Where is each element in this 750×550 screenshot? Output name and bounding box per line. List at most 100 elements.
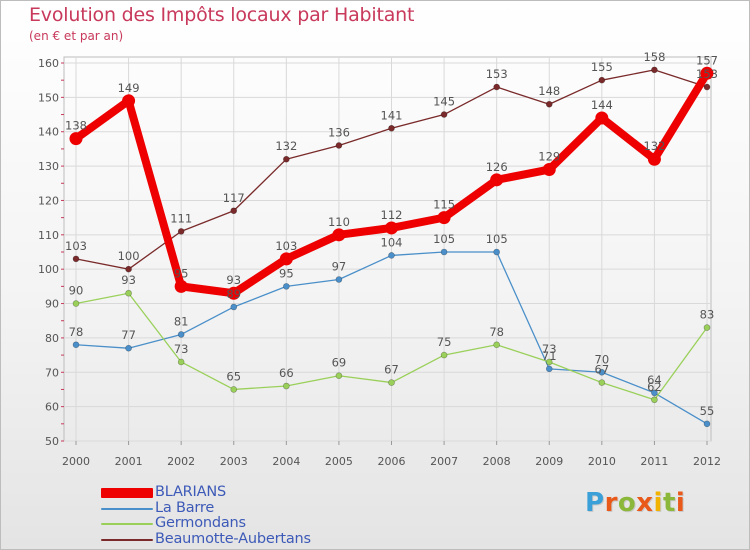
data-point	[703, 83, 711, 91]
data-point	[437, 211, 451, 225]
data-point	[177, 358, 185, 366]
data-label: 73	[174, 342, 189, 356]
data-point	[493, 83, 500, 91]
data-label: 149	[118, 81, 140, 95]
y-tick-label: 120	[38, 194, 59, 207]
data-label: 158	[643, 50, 665, 64]
data-point	[283, 283, 290, 290]
x-tick-label: 2007	[430, 455, 458, 468]
data-label: 117	[223, 191, 245, 205]
logo-letter: i	[675, 488, 686, 518]
x-tick-label: 2008	[483, 455, 511, 468]
y-tick-label: 150	[38, 91, 59, 104]
data-point	[647, 152, 661, 166]
logo-letter: t	[662, 488, 676, 518]
y-tick-label: 90	[45, 298, 59, 311]
data-point	[388, 379, 395, 386]
data-point	[440, 111, 448, 118]
data-label: 112	[381, 208, 403, 222]
data-label: 77	[121, 328, 136, 342]
y-tick-label: 140	[38, 126, 59, 139]
data-label: 62	[647, 380, 662, 394]
data-point	[69, 132, 83, 146]
data-label: 141	[381, 108, 403, 122]
data-point	[335, 276, 343, 283]
data-point	[651, 66, 658, 74]
data-point	[388, 252, 395, 259]
legend-swatch-blarians	[101, 488, 153, 498]
y-tick-label: 110	[38, 229, 59, 242]
data-label: 75	[437, 335, 452, 349]
data-point	[385, 221, 398, 235]
data-label: 103	[275, 239, 297, 253]
y-tick-label: 130	[38, 160, 59, 173]
data-point	[545, 365, 553, 373]
legend-label-beaumotte-aubertans: Beaumotte-Aubertans	[155, 530, 311, 547]
legend-swatch-germondans	[101, 523, 153, 525]
data-label: 64	[647, 373, 662, 387]
chart-subtitle: (en € et par an)	[29, 29, 124, 43]
data-point	[598, 76, 606, 84]
data-label: 129	[538, 150, 560, 164]
data-point	[440, 248, 448, 256]
data-label: 78	[489, 325, 504, 339]
legend-swatch-beaumotte-aubertans	[101, 538, 153, 541]
data-point	[279, 252, 293, 266]
data-point	[545, 100, 553, 108]
data-label: 95	[174, 266, 189, 280]
x-tick-label: 2003	[220, 455, 248, 468]
data-point	[595, 111, 609, 125]
data-point	[335, 372, 343, 380]
data-point	[125, 289, 132, 297]
y-tick-label: 160	[38, 57, 59, 70]
data-label: 93	[226, 273, 241, 287]
data-point	[332, 228, 346, 242]
data-label: 66	[279, 366, 294, 380]
data-label: 148	[538, 84, 560, 98]
data-point	[174, 279, 188, 293]
data-label: 73	[542, 342, 557, 356]
legend-label-la-barre: La Barre	[155, 499, 215, 516]
data-point	[177, 228, 185, 235]
data-point	[493, 341, 500, 349]
x-tick-label: 2002	[167, 455, 195, 468]
data-point	[542, 163, 556, 177]
data-label: 110	[328, 215, 350, 229]
data-point	[283, 382, 290, 390]
y-tick-label: 60	[45, 401, 59, 414]
data-label: 136	[328, 125, 350, 139]
logo-letter: r	[604, 488, 618, 518]
data-label: 105	[433, 232, 455, 246]
data-point	[703, 324, 711, 331]
data-label: 155	[591, 60, 613, 74]
data-point	[177, 331, 185, 338]
chart-title: Evolution des Impôts locaux par Habitant	[29, 4, 415, 26]
data-point	[122, 94, 136, 108]
data-point	[125, 344, 132, 352]
x-tick-label: 2005	[325, 455, 353, 468]
x-tick-label: 2004	[272, 455, 300, 468]
data-point	[440, 351, 448, 359]
data-point	[703, 420, 711, 428]
data-label: 55	[700, 404, 715, 418]
data-point	[72, 300, 80, 307]
data-label: 69	[332, 356, 347, 370]
data-label: 126	[486, 160, 508, 174]
data-label: 132	[643, 139, 665, 153]
data-point	[230, 386, 238, 393]
data-label: 157	[696, 53, 718, 67]
data-point	[490, 173, 504, 187]
data-label: 104	[381, 235, 403, 249]
data-label: 153	[696, 67, 718, 81]
data-label: 111	[170, 211, 192, 225]
data-label: 90	[69, 284, 84, 298]
data-point	[125, 265, 132, 273]
data-label: 83	[700, 308, 715, 322]
data-label: 103	[65, 239, 87, 253]
data-point	[598, 379, 606, 386]
data-point	[283, 155, 290, 163]
data-label: 105	[486, 232, 508, 246]
y-tick-label: 100	[38, 263, 59, 276]
